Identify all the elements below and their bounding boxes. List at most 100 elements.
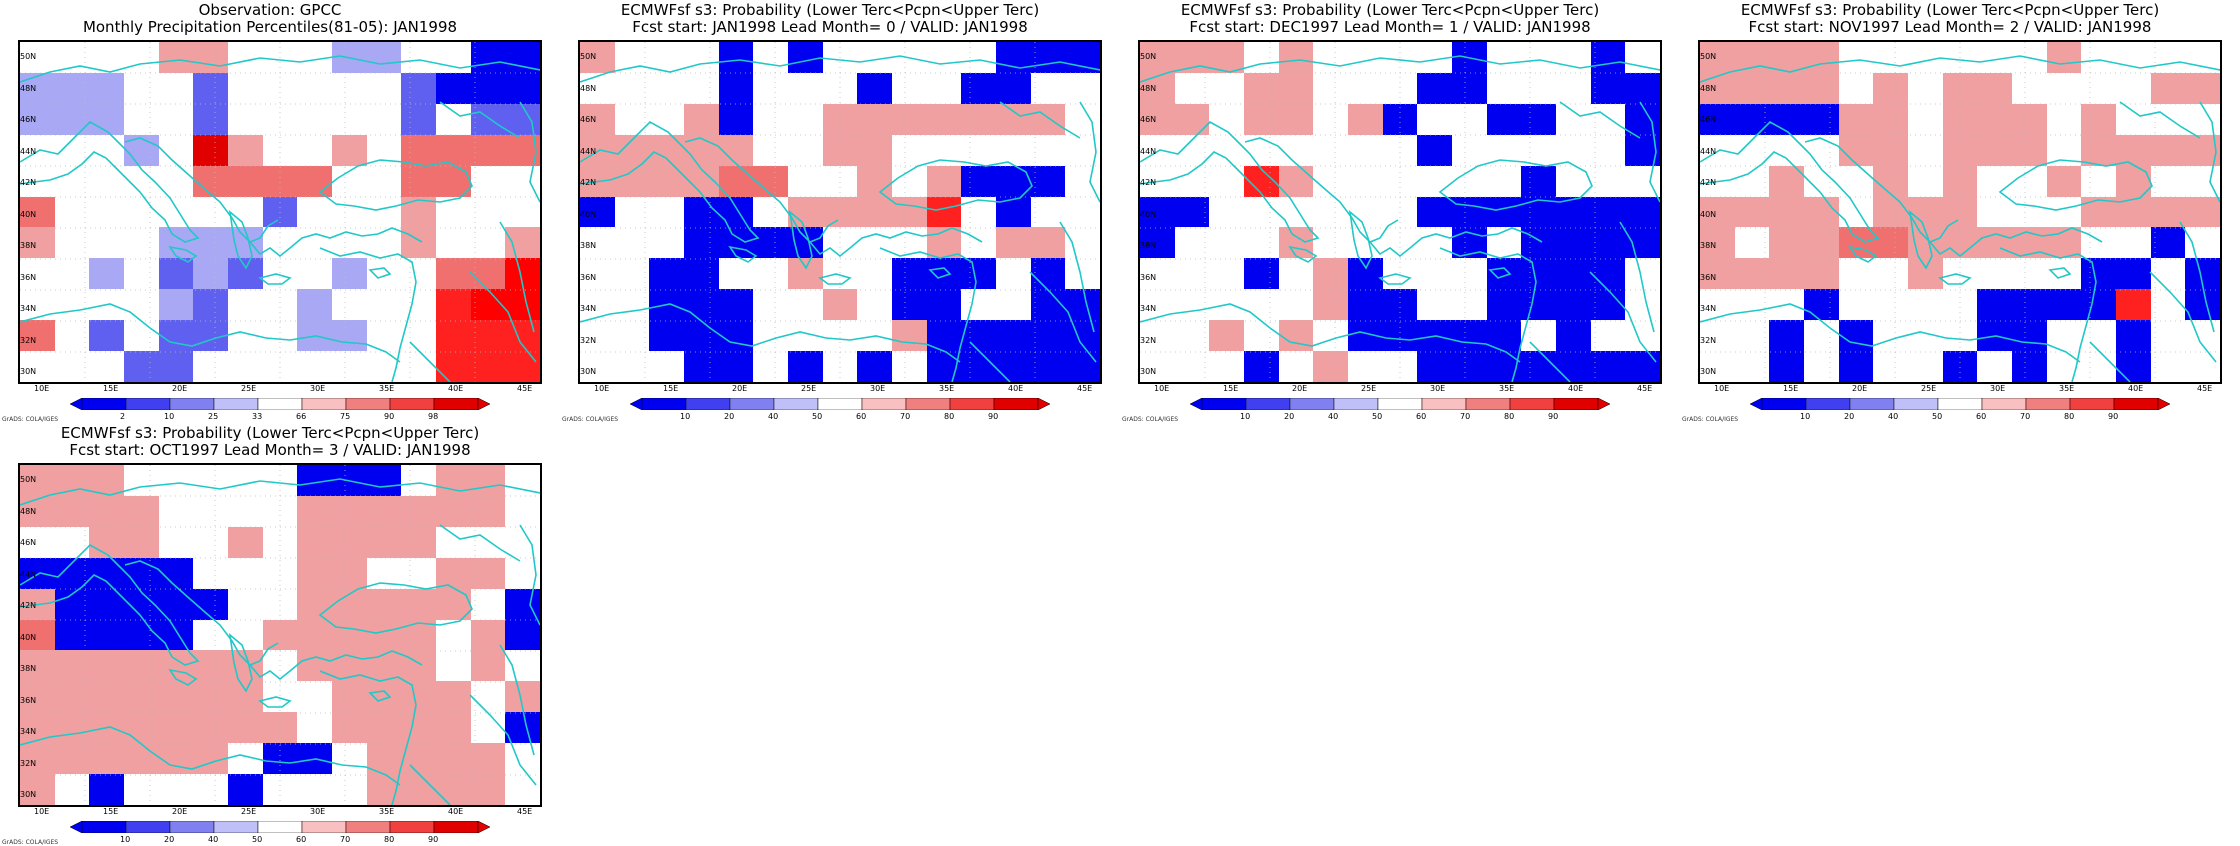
grid-cell bbox=[193, 258, 228, 290]
grid-cell bbox=[684, 196, 719, 228]
grid-cell bbox=[753, 134, 788, 166]
grid-cell bbox=[718, 289, 754, 321]
grid-cell bbox=[2150, 72, 2186, 104]
grid-cell bbox=[1244, 258, 1279, 290]
grid-cell bbox=[158, 103, 194, 135]
grid-cell bbox=[505, 619, 540, 651]
grid-cell bbox=[124, 526, 159, 558]
percentile-grid bbox=[20, 42, 540, 382]
grid-cell bbox=[366, 619, 402, 651]
grid-cell bbox=[193, 619, 228, 651]
grid-cell bbox=[470, 289, 506, 321]
colorbar-label: 90 bbox=[1548, 412, 1559, 421]
grid-cell bbox=[753, 103, 788, 135]
panel-title: Observation: GPCC bbox=[198, 1, 342, 19]
grid-cell bbox=[1908, 134, 1943, 166]
grid-cell bbox=[1700, 227, 1735, 259]
grid-cell bbox=[961, 165, 996, 197]
grid-cell bbox=[470, 526, 506, 558]
colorbar-label: 2 bbox=[120, 412, 126, 421]
grid-cell bbox=[436, 526, 471, 558]
grid-cell bbox=[1908, 72, 1943, 104]
grid-cell bbox=[1804, 320, 1839, 352]
panel-title: ECMWFsf s3: Probability (Lower Terc<Pcpn… bbox=[1740, 1, 2160, 19]
grid-cell bbox=[1486, 227, 1522, 259]
colorbar-label: 10 bbox=[164, 412, 175, 421]
grid-cell bbox=[1873, 227, 1908, 259]
grid-cell bbox=[193, 557, 228, 589]
grid-cell bbox=[297, 227, 332, 259]
grid-cell bbox=[1348, 72, 1383, 104]
grid-cell bbox=[193, 196, 228, 228]
colorbar-label: 60 bbox=[856, 412, 867, 421]
grid-cell bbox=[1417, 103, 1452, 135]
grid-cell bbox=[788, 134, 823, 166]
latitude-label: 30N bbox=[20, 790, 37, 799]
grid-cell bbox=[1556, 72, 1591, 104]
panel-title: ECMWFsf s3: Probability (Lower Terc<Pcpn… bbox=[620, 1, 1040, 19]
grid-cell bbox=[2081, 165, 2116, 197]
grid-cell bbox=[996, 72, 1031, 104]
grid-cell bbox=[1556, 103, 1591, 135]
colorbar-label: 70 bbox=[1460, 412, 1471, 421]
grid-cell bbox=[2012, 351, 2047, 382]
grid-cell bbox=[401, 320, 436, 352]
grid-cell bbox=[262, 557, 298, 589]
panel-title: ECMWFsf s3: Probability (Lower Terc<Pcpn… bbox=[1180, 1, 1600, 19]
grid-cell bbox=[961, 42, 996, 73]
grid-cell bbox=[1244, 103, 1279, 135]
grid-cell bbox=[436, 743, 471, 775]
grid-cell bbox=[228, 465, 263, 496]
grads-credit: GrADS: COLA/IGES bbox=[1122, 416, 1179, 423]
grid-cell bbox=[2081, 289, 2116, 321]
grid-cell bbox=[366, 712, 402, 744]
colorbar-label: 25 bbox=[208, 412, 219, 421]
longitude-label: 20E bbox=[1292, 384, 1308, 393]
latitude-label: 32N bbox=[1700, 335, 1717, 345]
longitude-label: 35E bbox=[1499, 384, 1515, 393]
grid-cell bbox=[1278, 72, 1314, 104]
grid-cell bbox=[1804, 351, 1839, 382]
grid-cell bbox=[857, 351, 892, 382]
coastline-overlay bbox=[1140, 42, 1660, 382]
grid-cell bbox=[89, 351, 124, 382]
grid-cell bbox=[1417, 134, 1452, 166]
grid-cell bbox=[124, 320, 159, 352]
grid-cell bbox=[580, 134, 615, 166]
grid-cell bbox=[1382, 289, 1418, 321]
grid-cell bbox=[124, 712, 159, 744]
grid-cell bbox=[228, 72, 263, 104]
map-panel: Observation: GPCC Monthly Precipitation P… bbox=[0, 0, 542, 423]
grid-cell bbox=[1417, 289, 1452, 321]
grid-cell bbox=[505, 495, 540, 527]
grid-cell bbox=[1838, 289, 1874, 321]
grid-cell bbox=[2012, 134, 2047, 166]
grid-cell bbox=[1030, 351, 1066, 382]
grid-cell bbox=[1140, 320, 1175, 352]
latitude-label: 46N bbox=[20, 115, 37, 124]
map-plot-area bbox=[1698, 40, 2222, 384]
grid-cell bbox=[124, 289, 159, 321]
grid-cell bbox=[753, 227, 788, 259]
grid-cell bbox=[753, 72, 788, 104]
grid-cell bbox=[262, 289, 298, 321]
grid-cell bbox=[262, 320, 298, 352]
grid-cell bbox=[1700, 320, 1735, 352]
grid-cell bbox=[54, 774, 90, 805]
grid-cell bbox=[505, 289, 540, 321]
grid-cell bbox=[20, 72, 55, 104]
grid-cell bbox=[1977, 196, 2012, 228]
grid-cell bbox=[470, 227, 506, 259]
grid-cell bbox=[2081, 320, 2116, 352]
grid-cell bbox=[1030, 289, 1066, 321]
grid-cell bbox=[753, 289, 788, 321]
longitude-label: 35E bbox=[2059, 384, 2075, 393]
grid-cell bbox=[614, 351, 650, 382]
grid-cell bbox=[470, 42, 506, 73]
latitude-label: 46N bbox=[1140, 115, 1157, 124]
latitude-label: 44N bbox=[20, 569, 37, 579]
grid-cell bbox=[366, 165, 402, 197]
grid-cell bbox=[124, 72, 159, 104]
grid-cell bbox=[1209, 351, 1244, 382]
grid-cell bbox=[1065, 227, 1100, 259]
